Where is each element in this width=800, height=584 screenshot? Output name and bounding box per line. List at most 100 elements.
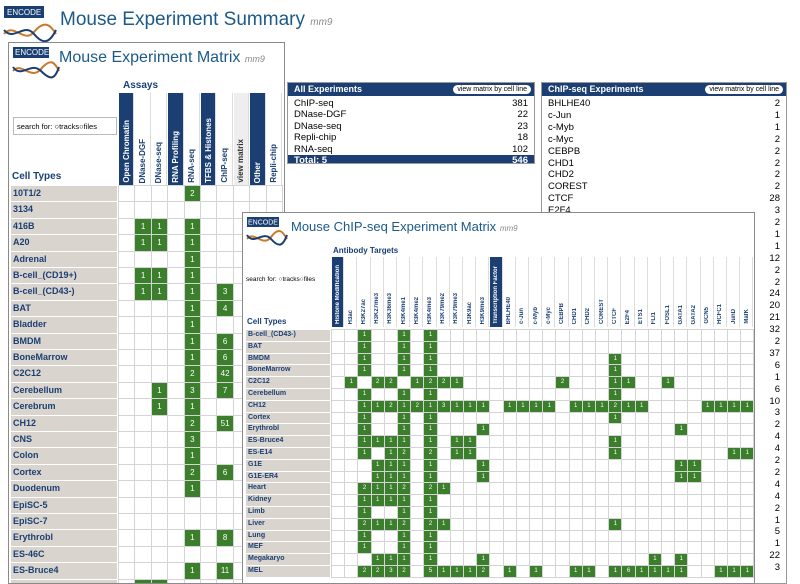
experiment-cell[interactable]: 1 (183, 529, 202, 547)
experiment-cell[interactable]: 1 (357, 541, 372, 555)
experiment-cell[interactable]: 1 (436, 482, 451, 496)
experiment-cell[interactable]: 1 (396, 411, 412, 425)
experiment-cell[interactable]: 1 (357, 447, 372, 460)
experiment-cell[interactable]: 1 (423, 494, 438, 507)
experiment-cell[interactable]: 8 (216, 529, 234, 547)
experiment-cell[interactable]: 1 (726, 399, 742, 413)
experiment-cell[interactable]: 1 (476, 458, 491, 472)
experiment-cell[interactable]: 1 (660, 565, 676, 578)
experiment-cell[interactable]: 1 (608, 565, 623, 578)
experiment-cell[interactable]: 1 (449, 435, 464, 448)
experiment-cell[interactable]: 1 (357, 411, 372, 425)
experiment-cell[interactable]: 2 (370, 376, 385, 389)
experiment-cell[interactable]: 1 (357, 529, 372, 543)
experiment-cell[interactable]: 1 (423, 541, 438, 555)
experiment-cell[interactable]: 1 (396, 541, 412, 555)
experiment-cell[interactable]: 1 (357, 352, 372, 366)
experiment-cell[interactable]: 2 (370, 565, 385, 578)
experiment-cell[interactable]: 1 (462, 447, 478, 460)
experiment-cell[interactable]: 1 (423, 352, 438, 366)
experiment-cell[interactable]: 1 (357, 399, 372, 413)
experiment-cell[interactable]: 1 (383, 458, 398, 472)
experiment-cell[interactable]: 7 (216, 381, 234, 400)
experiment-cell[interactable]: 1 (423, 553, 438, 566)
experiment-cell[interactable]: 1 (370, 517, 385, 531)
experiment-cell[interactable]: 1 (515, 399, 530, 413)
experiment-cell[interactable]: 1 (383, 470, 398, 484)
experiment-cell[interactable]: 3 (183, 381, 202, 400)
search-option[interactable]: files (83, 122, 97, 131)
experiment-cell[interactable]: 1 (396, 399, 412, 413)
experiment-cell[interactable]: 3 (383, 565, 398, 578)
experiment-cell[interactable]: 3 (216, 283, 234, 301)
experiment-cell[interactable]: 1 (726, 447, 742, 460)
experiment-cell[interactable]: 2 (183, 414, 202, 433)
experiment-cell[interactable]: 1 (423, 423, 438, 437)
experiment-cell[interactable]: 1 (183, 562, 202, 580)
experiment-cell[interactable]: 2 (396, 447, 412, 460)
experiment-cell[interactable]: 1 (150, 283, 169, 301)
experiment-cell[interactable]: 3 (436, 399, 451, 413)
experiment-cell[interactable]: 1 (608, 447, 623, 460)
experiment-cell[interactable]: 2 (357, 517, 372, 531)
experiment-cell[interactable]: 1 (568, 565, 583, 578)
experiment-cell[interactable]: 1 (581, 399, 596, 413)
experiment-cell[interactable]: 1 (183, 332, 202, 351)
experiment-cell[interactable]: 1 (370, 494, 385, 507)
experiment-cell[interactable]: 5 (423, 565, 438, 578)
experiment-cell[interactable]: 1 (462, 565, 478, 578)
experiment-cell[interactable]: 1 (449, 399, 464, 413)
experiment-cell[interactable]: 1 (357, 423, 372, 437)
experiment-cell[interactable]: 1 (674, 565, 689, 578)
experiment-cell[interactable]: 1 (634, 565, 649, 578)
experiment-cell[interactable]: 1 (528, 565, 544, 578)
experiment-cell[interactable]: 1 (150, 398, 169, 416)
experiment-cell[interactable]: 1 (357, 329, 372, 342)
experiment-cell[interactable]: 1 (396, 529, 412, 543)
experiment-cell[interactable]: 1 (423, 435, 438, 448)
experiment-cell[interactable]: 1 (134, 578, 152, 583)
experiment-cell[interactable]: 1 (594, 399, 610, 413)
experiment-cell[interactable]: 1 (183, 447, 202, 465)
experiment-cell[interactable]: 1 (183, 283, 202, 301)
experiment-cell[interactable]: 1 (608, 517, 623, 531)
experiment-cell[interactable]: 1 (700, 399, 715, 413)
experiment-cell[interactable]: 42 (216, 365, 234, 383)
experiment-cell[interactable]: 1 (183, 234, 202, 252)
search-option[interactable]: tracks (59, 122, 80, 131)
experiment-cell[interactable]: 2 (423, 447, 438, 460)
experiment-cell[interactable]: 1 (150, 381, 169, 400)
experiment-cell[interactable]: 1 (134, 266, 152, 285)
experiment-cell[interactable]: 1 (462, 399, 478, 413)
experiment-cell[interactable]: 2 (383, 399, 398, 413)
experiment-cell[interactable]: 1 (423, 364, 438, 378)
experiment-cell[interactable]: 6 (216, 332, 234, 351)
experiment-cell[interactable]: 1 (634, 399, 649, 413)
experiment-cell[interactable]: 1 (410, 376, 425, 389)
experiment-cell[interactable]: 1 (436, 517, 451, 531)
experiment-cell[interactable]: 1 (476, 423, 491, 437)
experiment-cell[interactable]: 1 (423, 329, 438, 342)
experiment-cell[interactable]: 1 (726, 565, 742, 578)
experiment-cell[interactable]: 1 (396, 470, 412, 484)
experiment-cell[interactable]: 1 (396, 388, 412, 401)
experiment-cell[interactable]: 2 (183, 365, 202, 383)
search-option[interactable]: files (303, 276, 316, 283)
experiment-cell[interactable]: 1 (423, 388, 438, 401)
experiment-cell[interactable]: 2 (396, 565, 412, 578)
experiment-cell[interactable]: 1 (713, 565, 728, 578)
experiment-cell[interactable]: 2 (555, 376, 570, 389)
experiment-cell[interactable]: 1 (383, 482, 398, 496)
experiment-cell[interactable]: 1 (674, 458, 689, 472)
experiment-cell[interactable]: 1 (568, 399, 583, 413)
experiment-cell[interactable]: 1 (396, 506, 412, 519)
experiment-cell[interactable]: 1 (476, 553, 491, 566)
experiment-cell[interactable]: 1 (396, 352, 412, 366)
experiment-cell[interactable]: 2 (396, 482, 412, 496)
experiment-cell[interactable]: 1 (423, 399, 438, 413)
experiment-cell[interactable]: 1 (383, 435, 398, 448)
experiment-cell[interactable]: 1 (396, 458, 412, 472)
experiment-cell[interactable]: 1 (183, 316, 202, 334)
experiment-cell[interactable]: 2 (423, 517, 438, 531)
experiment-cell[interactable]: 1 (383, 553, 398, 566)
